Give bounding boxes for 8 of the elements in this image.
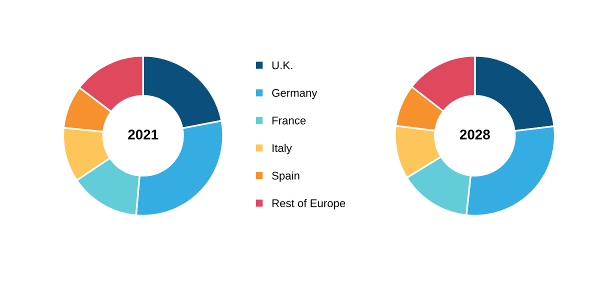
legend-label: Germany — [272, 88, 318, 100]
text: 2021 — [128, 130, 158, 140]
legend-label: Spain — [272, 171, 300, 182]
legend-label: Italy — [272, 144, 292, 154]
legend-label: U.K. — [272, 62, 292, 70]
legend-label: France — [272, 116, 306, 124]
text: 2028 — [460, 130, 490, 140]
legend-label: Rest of Europe — [272, 199, 346, 210]
